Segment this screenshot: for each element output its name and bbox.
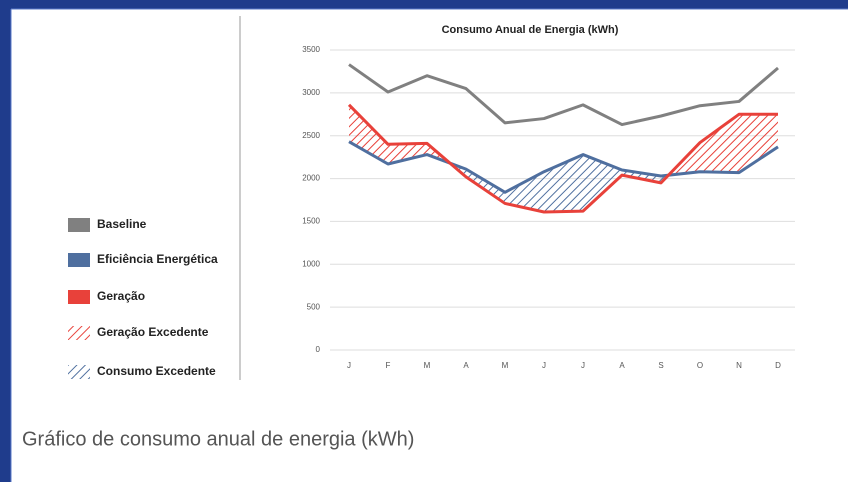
legend-swatch bbox=[68, 326, 90, 340]
hatched-area bbox=[388, 143, 427, 164]
hatched-area bbox=[505, 171, 544, 212]
legend-label: Geração bbox=[97, 289, 145, 303]
legend-label: Consumo Excedente bbox=[97, 364, 216, 378]
x-tick-label: S bbox=[658, 361, 663, 370]
y-tick-label: 500 bbox=[307, 302, 321, 311]
y-tick-label: 2500 bbox=[302, 131, 320, 140]
legend-swatch bbox=[68, 253, 90, 267]
x-tick-label: D bbox=[775, 361, 781, 370]
x-tick-label: N bbox=[736, 361, 742, 370]
series-line bbox=[348, 63, 779, 127]
legend-swatch bbox=[68, 290, 90, 304]
hatched-area bbox=[700, 114, 739, 173]
legend-label: Geração Excedente bbox=[97, 325, 209, 339]
series-line bbox=[347, 103, 778, 214]
chart-title: Consumo Anual de Energia (kWh) bbox=[442, 24, 619, 36]
hatched-area bbox=[583, 154, 622, 212]
y-tick-label: 3500 bbox=[302, 45, 320, 54]
x-tick-label: J bbox=[581, 361, 585, 370]
legend-swatch bbox=[68, 365, 90, 379]
x-tick-label: J bbox=[347, 361, 351, 370]
x-tick-label: F bbox=[386, 361, 391, 370]
x-tick-label: M bbox=[424, 361, 431, 370]
legend-label: Baseline bbox=[97, 217, 147, 231]
x-tick-label: A bbox=[463, 361, 469, 370]
series-line bbox=[348, 140, 779, 194]
y-tick-label: 1500 bbox=[302, 217, 320, 226]
caption: Gráfico de consumo anual de energia (kWh… bbox=[22, 428, 414, 450]
y-tick-label: 2000 bbox=[302, 174, 320, 183]
y-tick-label: 0 bbox=[316, 345, 321, 354]
hatched-area bbox=[466, 169, 505, 204]
x-tick-label: A bbox=[619, 361, 625, 370]
left-border bbox=[0, 0, 11, 482]
hatched-area bbox=[349, 104, 388, 164]
top-border bbox=[0, 0, 848, 9]
hatched-area bbox=[739, 114, 778, 173]
x-tick-label: O bbox=[697, 361, 703, 370]
x-tick-label: J bbox=[542, 361, 546, 370]
legend-swatch bbox=[68, 218, 90, 232]
x-tick-label: M bbox=[502, 361, 509, 370]
y-tick-label: 3000 bbox=[302, 88, 320, 97]
y-tick-label: 1000 bbox=[302, 259, 320, 268]
legend-label: Eficiência Energética bbox=[97, 252, 218, 266]
